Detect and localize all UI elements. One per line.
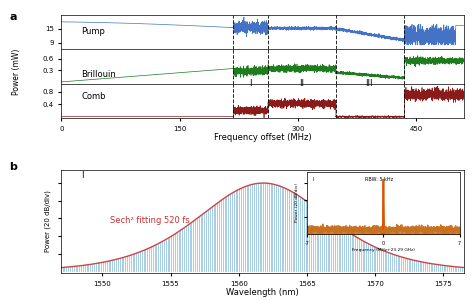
Text: Power (mW): Power (mW) (12, 49, 21, 95)
Text: III: III (365, 79, 373, 88)
Text: Comb: Comb (82, 92, 106, 101)
Text: Brillouin: Brillouin (82, 70, 116, 79)
Text: II: II (299, 79, 305, 88)
Y-axis label: Power (20 dB/div): Power (20 dB/div) (44, 190, 51, 252)
Text: I: I (82, 171, 84, 180)
Text: Pump: Pump (82, 27, 105, 36)
Text: I: I (249, 79, 252, 88)
X-axis label: Wavelength (nm): Wavelength (nm) (226, 288, 299, 297)
Text: Sech² fitting 520 fs: Sech² fitting 520 fs (110, 217, 190, 226)
Text: a: a (9, 12, 17, 22)
X-axis label: Frequency offset (MHz): Frequency offset (MHz) (214, 133, 311, 142)
Text: b: b (9, 161, 17, 172)
